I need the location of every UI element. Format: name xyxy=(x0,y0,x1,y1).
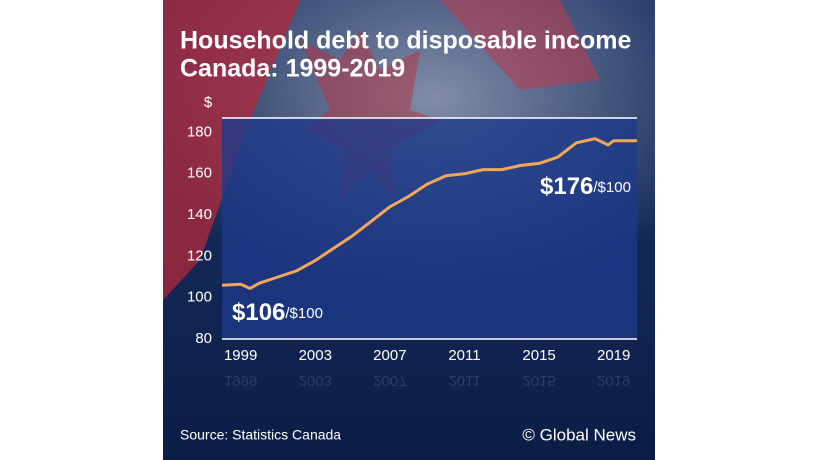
plot-area xyxy=(222,118,637,339)
x-tick-label: 2007 xyxy=(373,347,406,364)
flag-red xyxy=(440,0,600,90)
y-tick-label: 100 xyxy=(187,289,212,306)
credit: © Global News xyxy=(522,425,636,444)
annotation: $106/$100 xyxy=(232,299,323,326)
x-tick-reflection: 1999 xyxy=(224,372,257,389)
annotation-unit: /$100 xyxy=(593,179,631,196)
x-tick-reflection: 2011 xyxy=(448,372,480,389)
x-tick-label: 1999 xyxy=(224,347,257,364)
annotation-value: $106 xyxy=(232,299,285,326)
x-tick-label: 2015 xyxy=(522,347,555,364)
data-line xyxy=(221,137,637,290)
x-tick-reflection: 2003 xyxy=(299,372,332,389)
y-axis-label: $ xyxy=(204,94,213,111)
y-tick-label: 120 xyxy=(187,247,212,264)
x-tick-reflection: 2015 xyxy=(522,372,555,389)
chart-subtitle: Canada: 1999-2019 xyxy=(180,55,405,83)
chart-title: Household debt to disposable income xyxy=(180,27,632,55)
annotation: $176/$100 xyxy=(540,173,631,200)
source: Source: Statistics Canada xyxy=(180,427,341,443)
annotation-value: $176 xyxy=(540,173,593,200)
annotation-unit: /$100 xyxy=(285,305,323,322)
maple-leaf xyxy=(300,30,440,200)
x-tick-reflection: 2007 xyxy=(373,372,406,389)
x-tick-label: 2019 xyxy=(597,347,630,364)
y-tick-label: 180 xyxy=(187,123,212,140)
x-tick-reflection: 2019 xyxy=(597,372,630,389)
y-tick-label: 160 xyxy=(187,165,212,182)
y-tick-label: 80 xyxy=(195,330,212,347)
x-tick-label: 2011 xyxy=(448,347,480,364)
x-tick-label: 2003 xyxy=(299,347,332,364)
y-tick-label: 140 xyxy=(187,206,212,223)
